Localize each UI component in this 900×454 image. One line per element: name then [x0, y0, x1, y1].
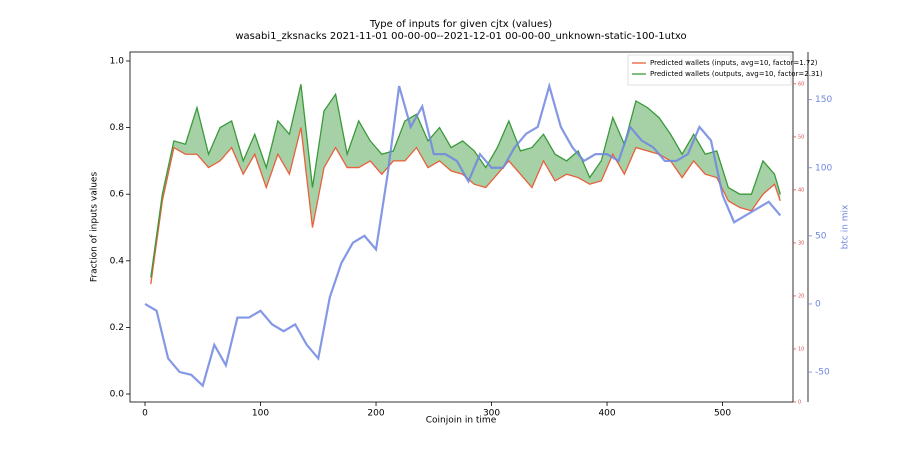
y3-tick-label: 10 — [798, 346, 804, 352]
y2-tick-label: 150 — [815, 95, 832, 105]
legend-label: Predicted wallets (inputs, avg=10, facto… — [650, 59, 818, 67]
y2-tick-label: -50 — [815, 368, 830, 378]
y-axis-label: Fraction of inputs values — [90, 172, 100, 283]
chart-subtitle: wasabi1_zksnacks 2021-11-01 00-00-00--20… — [235, 31, 686, 42]
legend-box — [627, 54, 792, 86]
y-tick-label: 0.8 — [110, 123, 125, 133]
y3-tick-label: 0 — [798, 400, 801, 406]
y3-tick-label: 40 — [798, 187, 804, 193]
x-tick-label: 0 — [142, 409, 148, 419]
plot-area — [129, 51, 794, 403]
x-tick-label: 200 — [367, 409, 384, 419]
y3-tick-label: 60 — [798, 81, 804, 87]
y2-tick-label: 50 — [815, 231, 827, 241]
y3-tick-label: 50 — [798, 134, 804, 140]
chart-title: Type of inputs for given cjtx (values) — [369, 19, 552, 30]
legend-label: Predicted wallets (outputs, avg=10, fact… — [650, 70, 823, 78]
y-tick-label: 0.0 — [110, 390, 125, 400]
x-tick-label: 400 — [598, 409, 615, 419]
x-tick-label: 300 — [483, 409, 500, 419]
y3-tick-label: 20 — [798, 293, 804, 299]
x-tick-label: 500 — [714, 409, 731, 419]
y2-tick-label: 100 — [815, 163, 832, 173]
y2-tick-label: 0 — [815, 299, 821, 309]
y3-tick-label: 30 — [798, 240, 804, 246]
y2-axis-label: btc in mix — [841, 204, 851, 249]
series-line — [144, 82, 782, 388]
y-tick-label: 0.6 — [110, 190, 125, 200]
x-axis-label: Coinjoin in time — [426, 416, 497, 426]
y-tick-label: 0.4 — [110, 256, 125, 266]
y-tick-label: 0.2 — [110, 323, 124, 333]
y-tick-label: 1.0 — [110, 56, 125, 66]
series-line — [150, 84, 781, 278]
x-tick-label: 100 — [252, 409, 269, 419]
